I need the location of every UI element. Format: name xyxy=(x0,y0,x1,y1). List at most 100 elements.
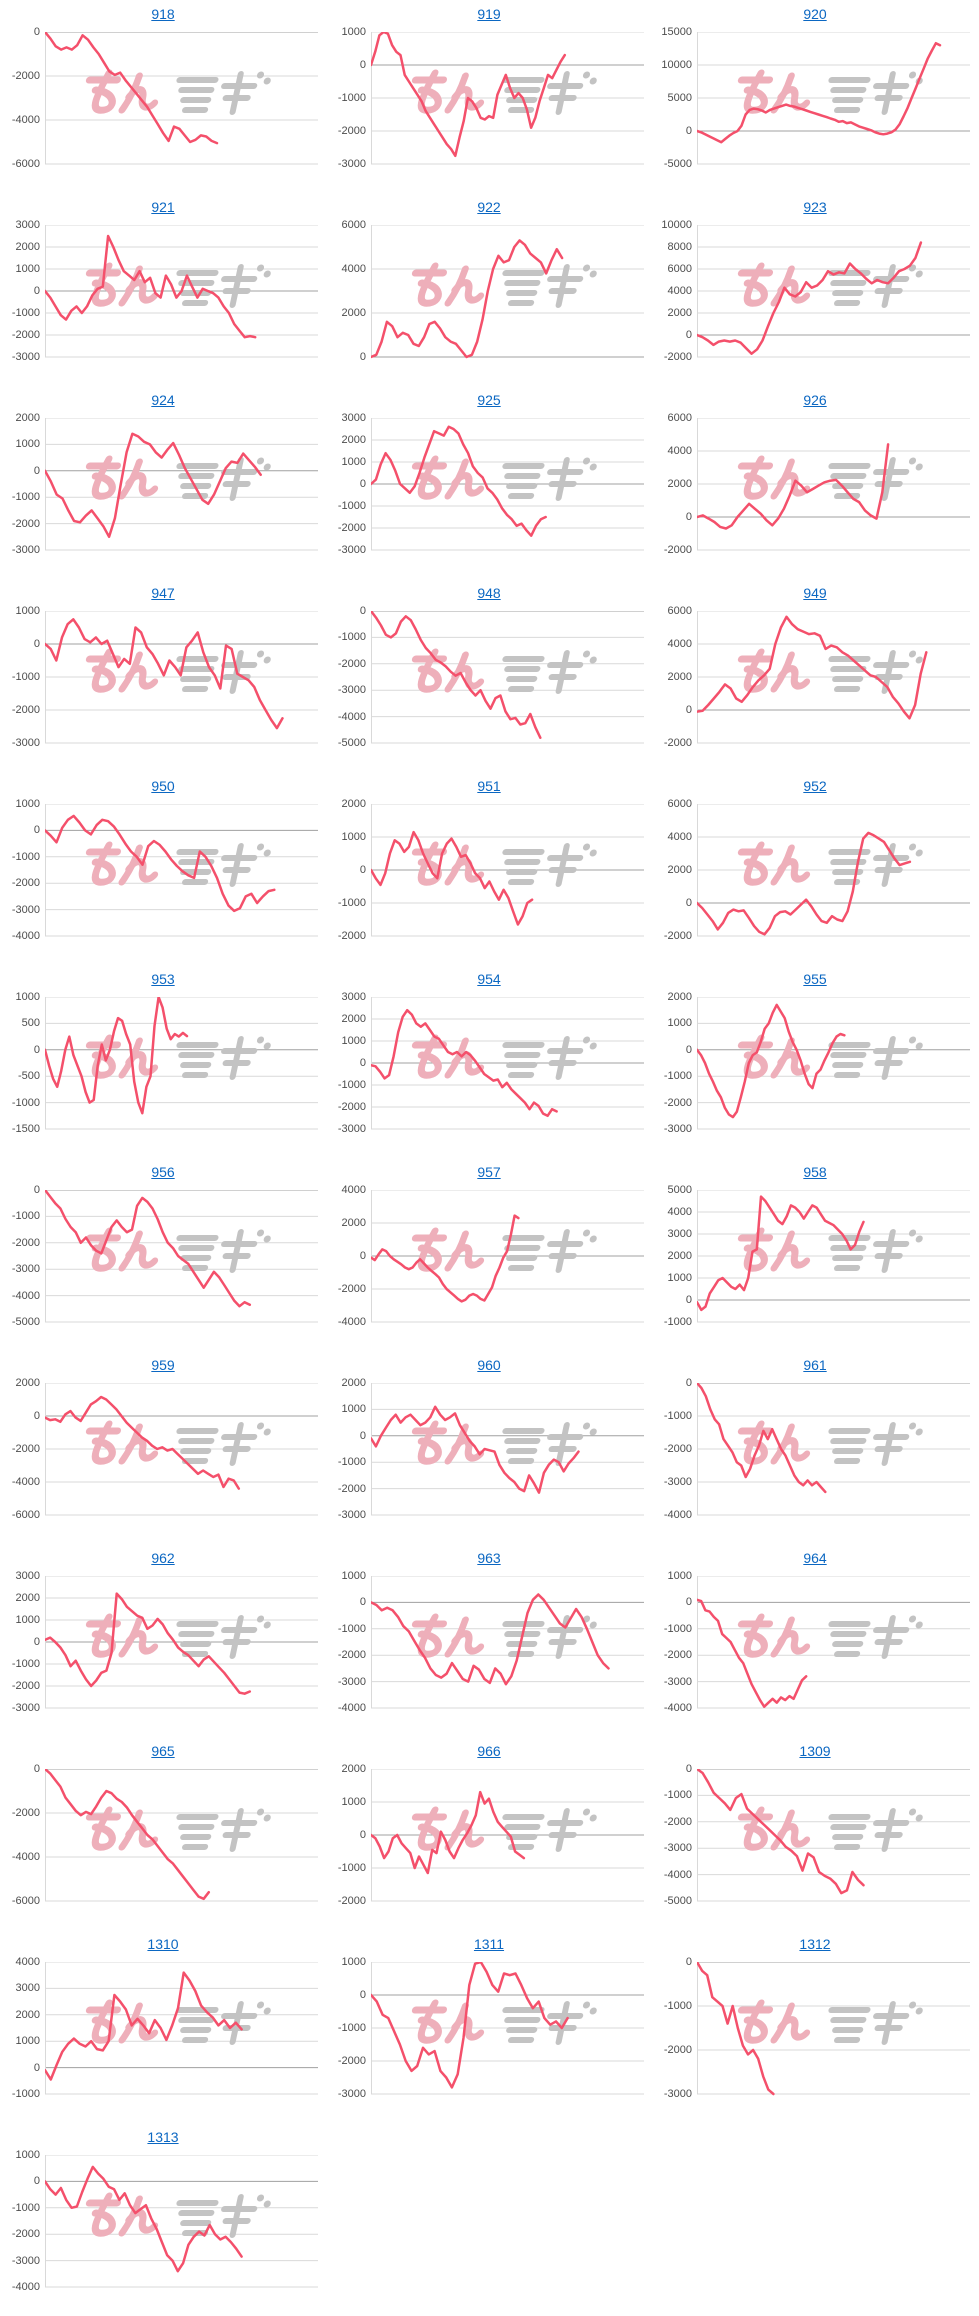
chart-title-link[interactable]: 1312 xyxy=(799,1936,831,1952)
chart-title-link[interactable]: 960 xyxy=(477,1357,501,1373)
chart-title-link[interactable]: 1310 xyxy=(147,1936,179,1952)
chart-title-link[interactable]: 921 xyxy=(151,199,175,215)
watermark-pink-text xyxy=(85,1034,159,1079)
chart-canvas xyxy=(371,418,644,551)
chart-title-link[interactable]: 959 xyxy=(151,1357,175,1373)
watermark-dots xyxy=(908,1808,923,1822)
watermark-pink-text xyxy=(737,69,811,114)
chart-title-link[interactable]: 918 xyxy=(151,6,175,22)
chart-canvas xyxy=(45,997,318,1130)
chart-title-link[interactable]: 1313 xyxy=(147,2129,179,2145)
chart-canvas xyxy=(45,1962,318,2095)
y-axis-tick-label: 3000 xyxy=(15,219,40,231)
y-axis-tick-label: 0 xyxy=(685,1763,692,1775)
chart-title-link[interactable]: 966 xyxy=(477,1743,501,1759)
y-axis-tick-label: -2000 xyxy=(337,1895,366,1907)
chart-cell: 922 6000 4000 2000 0 xyxy=(326,193,652,386)
y-axis-tick-label: -1000 xyxy=(663,1410,692,1422)
chart-title-link[interactable]: 963 xyxy=(477,1550,501,1566)
y-axis-tick-label: 2000 xyxy=(15,1592,40,1604)
data-line xyxy=(697,1769,865,1895)
watermark-gray-text xyxy=(176,1808,258,1852)
chart-title-link[interactable]: 954 xyxy=(477,971,501,987)
chart-title-link[interactable]: 952 xyxy=(803,778,827,794)
chart-canvas xyxy=(45,1383,318,1516)
data-line xyxy=(45,1769,211,1901)
y-axis-tick-label: -2000 xyxy=(337,2055,366,2067)
chart-canvas xyxy=(697,1769,970,1902)
chart-cell: 924 2000 1000 0 -1000 -2000 -3000 xyxy=(0,386,326,579)
chart-title-link[interactable]: 956 xyxy=(151,1164,175,1180)
y-axis-tick-label: 1000 xyxy=(15,605,40,617)
chart-canvas xyxy=(697,32,970,165)
watermark-dots xyxy=(256,1808,271,1822)
watermark xyxy=(411,1227,597,1273)
y-axis-tick-label: -4000 xyxy=(11,1851,40,1863)
watermark-gray-text xyxy=(828,1615,910,1659)
y-axis-tick-label: 0 xyxy=(33,1763,40,1775)
y-axis-tick-label: 2000 xyxy=(341,1377,366,1389)
watermark-pink-text xyxy=(85,1227,159,1272)
data-line xyxy=(45,1395,241,1490)
data-line xyxy=(697,1598,808,1708)
y-axis-tick-label: -1000 xyxy=(337,897,366,909)
watermark-dots xyxy=(908,457,923,471)
chart-title-link[interactable]: 961 xyxy=(803,1357,827,1373)
chart-canvas xyxy=(371,1769,644,1902)
chart-canvas xyxy=(45,2155,318,2288)
y-axis-tick-label: -3000 xyxy=(663,2088,692,2100)
watermark-gray-text xyxy=(502,843,584,887)
data-line xyxy=(371,1214,520,1303)
watermark-gray-text xyxy=(502,457,584,501)
data-line xyxy=(697,1195,865,1312)
chart-title-link[interactable]: 926 xyxy=(803,392,827,408)
chart-title-link[interactable]: 950 xyxy=(151,778,175,794)
y-axis-tick-label: 8000 xyxy=(667,241,692,253)
watermark-dots xyxy=(582,71,597,85)
watermark xyxy=(737,1034,923,1080)
chart-cell: 1310 4000 3000 2000 1000 0 -1000 xyxy=(0,1930,326,2123)
chart-title-link[interactable]: 948 xyxy=(477,585,501,601)
chart-title-link[interactable]: 924 xyxy=(151,392,175,408)
chart-title-link[interactable]: 957 xyxy=(477,1164,501,1180)
chart-title-link[interactable]: 958 xyxy=(803,1164,827,1180)
chart-title-link[interactable]: 923 xyxy=(803,199,827,215)
chart-title-link[interactable]: 922 xyxy=(477,199,501,215)
chart-title-link[interactable]: 920 xyxy=(803,6,827,22)
y-axis-tick-label: 5000 xyxy=(667,1184,692,1196)
chart-title-link[interactable]: 1309 xyxy=(799,1743,831,1759)
chart-title-link[interactable]: 947 xyxy=(151,585,175,601)
y-axis-tick-label: 0 xyxy=(359,351,366,363)
y-axis-tick-label: 1000 xyxy=(667,1570,692,1582)
y-axis-tick-label: 1000 xyxy=(341,1035,366,1047)
y-axis-tick-label: 2000 xyxy=(341,1217,366,1229)
chart-canvas xyxy=(45,804,318,937)
y-axis-tick-label: 0 xyxy=(359,59,366,71)
data-line xyxy=(45,32,219,145)
chart-title-link[interactable]: 925 xyxy=(477,392,501,408)
y-axis-tick-label: -1000 xyxy=(663,2000,692,2012)
chart-cell: 947 1000 0 -1000 -2000 -3000 xyxy=(0,579,326,772)
chart-title-link[interactable]: 953 xyxy=(151,971,175,987)
y-axis-tick-label: -2000 xyxy=(11,2228,40,2241)
y-axis-tick-label: -1500 xyxy=(11,1123,40,1135)
y-axis-tick-label: -3000 xyxy=(11,351,40,363)
chart-title-link[interactable]: 949 xyxy=(803,585,827,601)
y-axis-tick-label: 1000 xyxy=(15,798,40,810)
chart-title-link[interactable]: 1311 xyxy=(473,1936,505,1952)
y-axis-tick-label: -3000 xyxy=(337,1675,366,1688)
y-axis-tick-label: -4000 xyxy=(11,114,40,126)
y-axis-tick-label: 1000 xyxy=(15,438,40,451)
chart-title-link[interactable]: 951 xyxy=(477,778,501,794)
y-axis-tick-label: 2000 xyxy=(15,412,40,424)
chart-title-link[interactable]: 919 xyxy=(477,6,501,22)
chart-title-link[interactable]: 965 xyxy=(151,1743,175,1759)
chart-title-link[interactable]: 955 xyxy=(803,971,827,987)
chart-title-link[interactable]: 962 xyxy=(151,1550,175,1566)
y-axis-tick-label: -4000 xyxy=(663,1702,692,1714)
y-axis-tick-label: -4000 xyxy=(11,1476,40,1488)
chart-title-link[interactable]: 964 xyxy=(803,1550,827,1566)
y-axis-tick-label: 2000 xyxy=(341,1763,366,1775)
y-axis-tick-label: 0 xyxy=(359,605,366,617)
y-axis-tick-label: 5000 xyxy=(667,92,692,104)
